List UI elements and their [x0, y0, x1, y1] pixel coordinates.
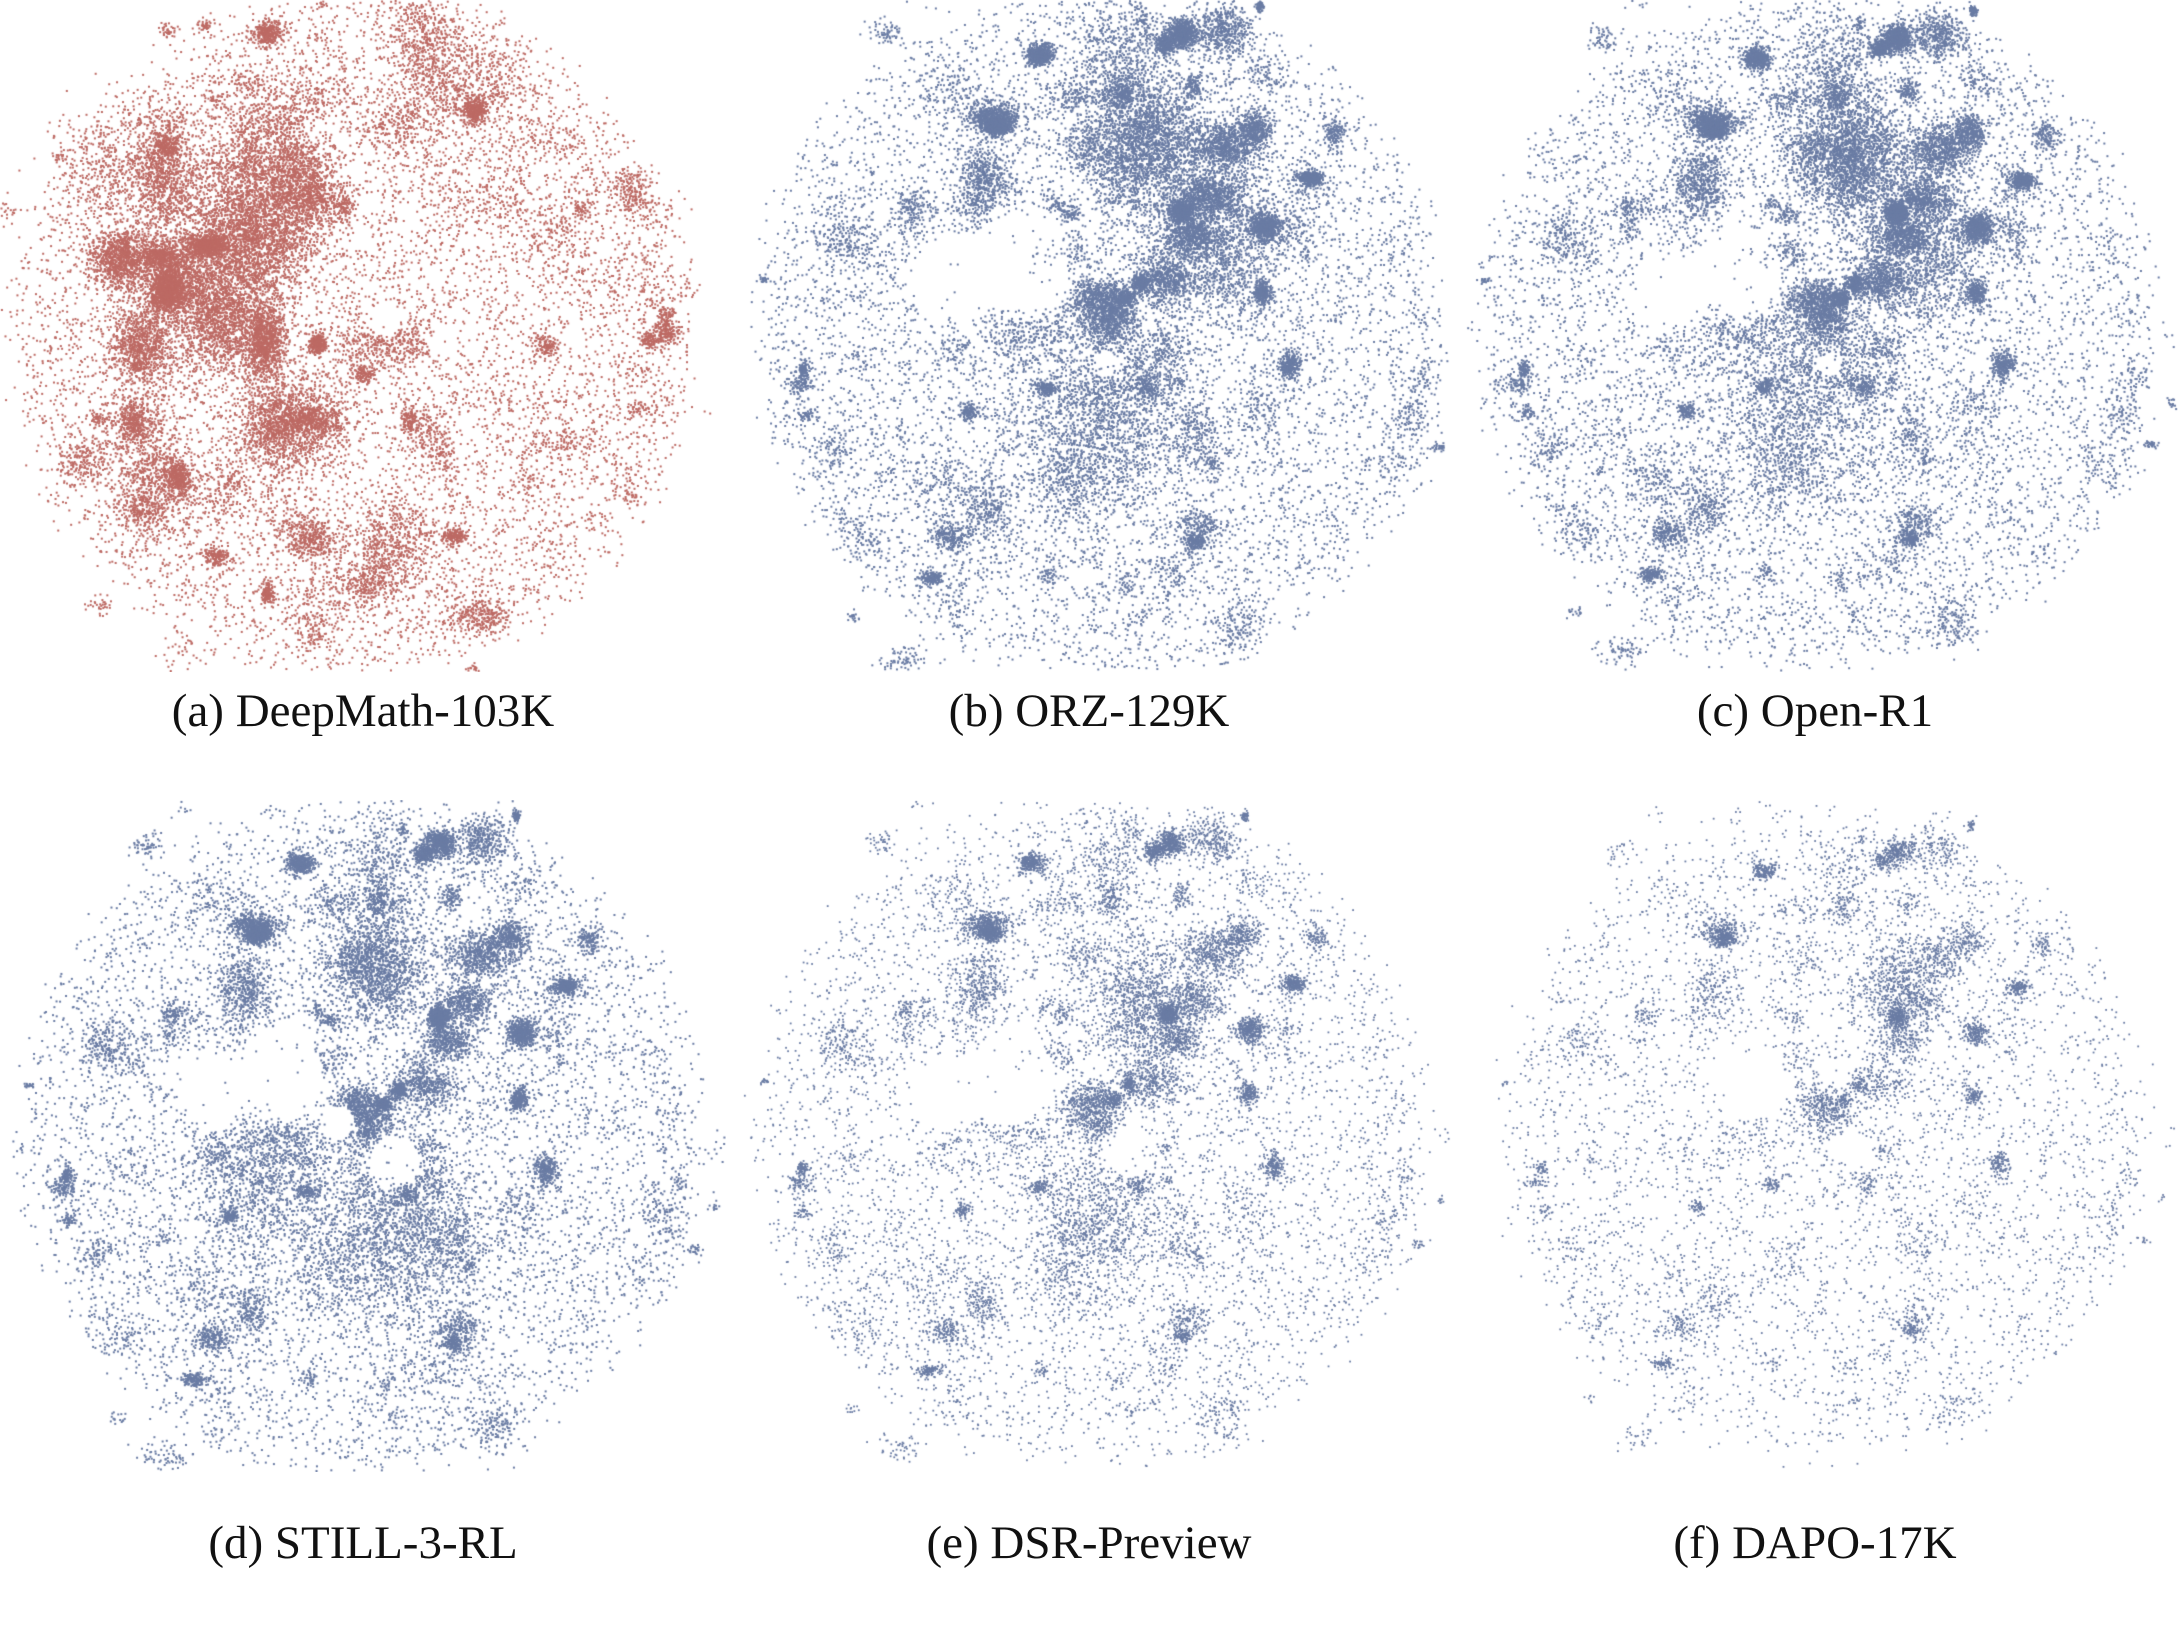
panel-caption-e: (e) DSR-Preview [926, 1517, 1252, 1569]
scatter-canvas-open-r1 [1452, 0, 2178, 672]
panel-caption-c: (c) Open-R1 [1696, 685, 1934, 737]
panel-caption-b: (b) ORZ-129K [948, 685, 1230, 737]
panel-orz-129k: (b) ORZ-129K [726, 0, 1452, 800]
panel-dapo-17k: (f) DAPO-17K [1452, 800, 2178, 1644]
scatter-canvas-orz-129k [726, 0, 1452, 672]
panel-caption-d: (d) STILL-3-RL [208, 1517, 518, 1569]
scatter-canvas-dsr-preview [726, 800, 1452, 1472]
scatter-canvas-still-3-rl [0, 800, 726, 1472]
panel-caption-f: (f) DAPO-17K [1673, 1517, 1957, 1569]
scatter-canvas-deepmath-103k [0, 0, 726, 672]
scatter-canvas-dapo-17k [1452, 800, 2178, 1472]
panel-open-r1: (c) Open-R1 [1452, 0, 2178, 800]
panel-caption-a: (a) DeepMath-103K [171, 685, 555, 737]
panel-dsr-preview: (e) DSR-Preview [726, 800, 1452, 1644]
panel-deepmath-103k: (a) DeepMath-103K [0, 0, 726, 800]
panel-still-3-rl: (d) STILL-3-RL [0, 800, 726, 1644]
